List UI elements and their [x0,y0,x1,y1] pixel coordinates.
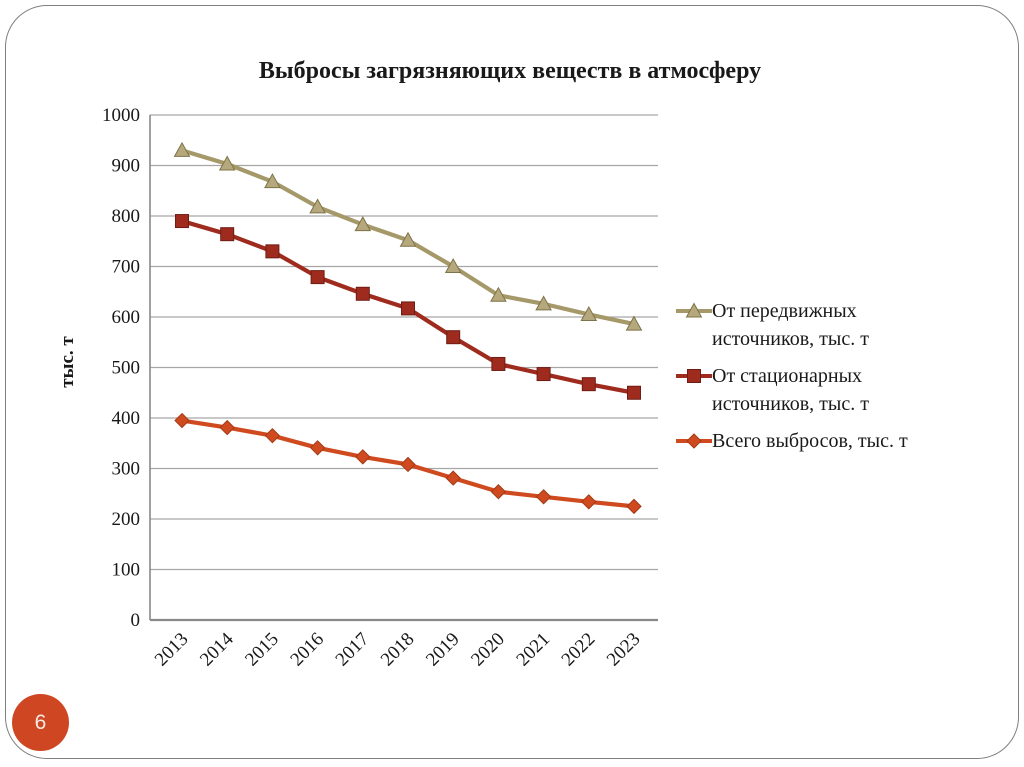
data-point-marker [581,494,597,510]
data-point-marker [219,419,235,436]
y-tick-label: 300 [112,459,141,480]
y-tick-label: 400 [112,408,141,429]
x-tick-label: 2018 [377,629,419,671]
data-point-marker [444,257,462,273]
data-point-marker [535,489,552,505]
chart-title: Выбросы загрязняющих веществ в атмосферу [258,58,762,84]
y-tick-label: 0 [131,610,141,631]
data-point-marker [264,173,281,189]
data-point-marker [220,227,235,242]
legend-item: От стационарных источников, тыс. т [676,362,942,418]
square-marker-icon [676,362,712,390]
legend-item: От передвижных источников, тыс. т [676,297,942,353]
y-tick-label: 900 [112,156,141,177]
data-point-marker [491,356,506,371]
data-point-marker [310,270,325,285]
data-point-marker [580,305,598,321]
data-point-marker [581,377,596,392]
x-tick-label: 2017 [332,629,374,671]
legend-marker-glyph [687,369,701,383]
x-tick-label: 2020 [467,629,509,671]
legend-label: От стационарных источников, тыс. т [712,365,869,415]
y-tick-label: 1000 [102,105,140,126]
data-point-marker [535,295,552,311]
y-tick-label: 200 [112,509,141,530]
data-point-marker [309,440,326,456]
legend-item: Всего выбросов, тыс. т [676,427,942,455]
data-point-marker [264,427,281,444]
diamond-marker-icon [676,427,712,455]
data-point-marker [309,198,326,214]
data-point-marker [400,456,416,473]
x-tick-label: 2023 [603,629,645,671]
data-point-marker [490,286,507,302]
data-point-marker [175,214,189,229]
legend: От передвижных источников, тыс. т От ста… [676,297,942,455]
y-tick-label: 800 [112,206,141,227]
legend-label: Всего выбросов, тыс. т [712,430,908,452]
x-tick-label: 2015 [241,629,283,671]
data-point-marker [625,315,643,331]
data-point-marker [218,155,236,171]
page-number: 6 [34,710,47,734]
legend-marker-glyph [686,433,702,449]
data-point-marker [355,286,370,301]
data-point-marker [174,412,190,429]
triangle-marker-icon [676,297,712,325]
x-tick-label: 2013 [151,629,193,671]
data-point-marker [627,385,641,400]
y-tick-label: 600 [112,307,141,328]
data-point-marker [355,449,371,465]
data-point-marker [626,498,642,515]
x-tick-label: 2022 [558,629,600,671]
data-point-marker [490,484,507,500]
data-point-marker [173,141,191,157]
legend-label: От передвижных источников, тыс. т [712,300,869,350]
data-point-marker [265,244,280,259]
x-tick-label: 2021 [512,629,554,671]
x-tick-label: 2016 [286,629,328,671]
data-point-marker [401,301,415,316]
x-tick-label: 2019 [422,629,464,671]
legend-marker-glyph [685,302,703,318]
data-point-marker [354,216,372,232]
x-tick-label: 2014 [196,628,238,670]
y-tick-label: 700 [112,257,141,278]
y-tick-label: 100 [112,560,141,581]
y-tick-label: 500 [112,358,141,379]
data-point-marker [445,470,461,486]
page-number-badge: 6 [12,694,69,751]
data-point-marker [446,330,461,345]
data-point-marker [399,231,417,247]
data-point-marker [536,367,551,382]
